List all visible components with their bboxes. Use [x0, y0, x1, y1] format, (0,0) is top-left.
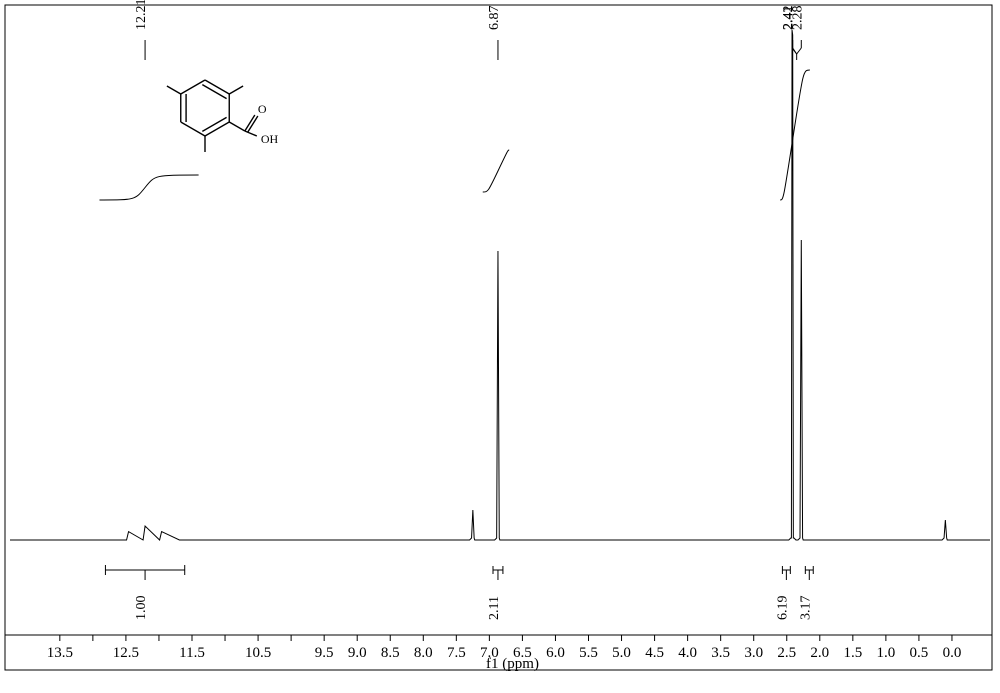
x-axis-title: f1 (ppm): [486, 656, 539, 672]
spectrum-trace: [10, 30, 990, 540]
x-tick-label: 12.5: [113, 645, 139, 661]
integral-curve: [483, 150, 509, 192]
x-tick-label: 1.5: [843, 645, 862, 661]
x-tick-label: 0.0: [943, 645, 962, 661]
structure-O: O: [258, 102, 267, 116]
x-tick-label: 4.5: [645, 645, 664, 661]
peak-label: 6.87: [487, 6, 502, 31]
x-tick-label: 5.5: [579, 645, 598, 661]
x-tick-label: 5.0: [612, 645, 631, 661]
nmr-spectrum-figure: 0.0 0.5 1.0 1.5 2.0 2.5 3.0 3.5 4.0 4.5 5.0 5.5 6.0 6…: [0, 0, 1000, 693]
nmr-svg: 0.0 0.5 1.0 1.5 2.0 2.5 3.0 3.5 4.0 4.5 5.0 5.5 6.0 6…: [0, 0, 1000, 693]
x-tick-label: 6.0: [546, 645, 565, 661]
x-tick-label: 9.5: [315, 645, 334, 661]
x-tick-label: 3.5: [711, 645, 730, 661]
x-tick-label: 8.0: [414, 645, 433, 661]
x-tick-label: 7.5: [447, 645, 466, 661]
x-tick-label: 4.0: [678, 645, 697, 661]
integral-value: 3.17: [798, 596, 813, 621]
structure-inset: O OH: [167, 80, 279, 152]
x-tick-label: 2.5: [777, 645, 796, 661]
peak-label: 12.21: [134, 0, 149, 30]
integral-curve: [780, 70, 810, 200]
integral-value: 1.00: [134, 596, 149, 621]
integral-value: 6.19: [775, 596, 790, 621]
integral-value: 2.11: [487, 596, 502, 620]
x-tick-label: 13.5: [47, 645, 73, 661]
x-tick-label: 10.5: [245, 645, 271, 661]
x-tick-label: 2.0: [810, 645, 829, 661]
x-tick-label: 3.0: [744, 645, 763, 661]
peak-label: 2.28: [790, 6, 805, 31]
structure-OH: OH: [261, 132, 279, 146]
x-tick-label: 1.0: [876, 645, 895, 661]
x-tick-label: 11.5: [179, 645, 205, 661]
x-tick-label: 8.5: [381, 645, 400, 661]
x-tick-label: 9.0: [348, 645, 367, 661]
x-tick-label: 0.5: [910, 645, 929, 661]
integral-curve: [99, 175, 198, 200]
